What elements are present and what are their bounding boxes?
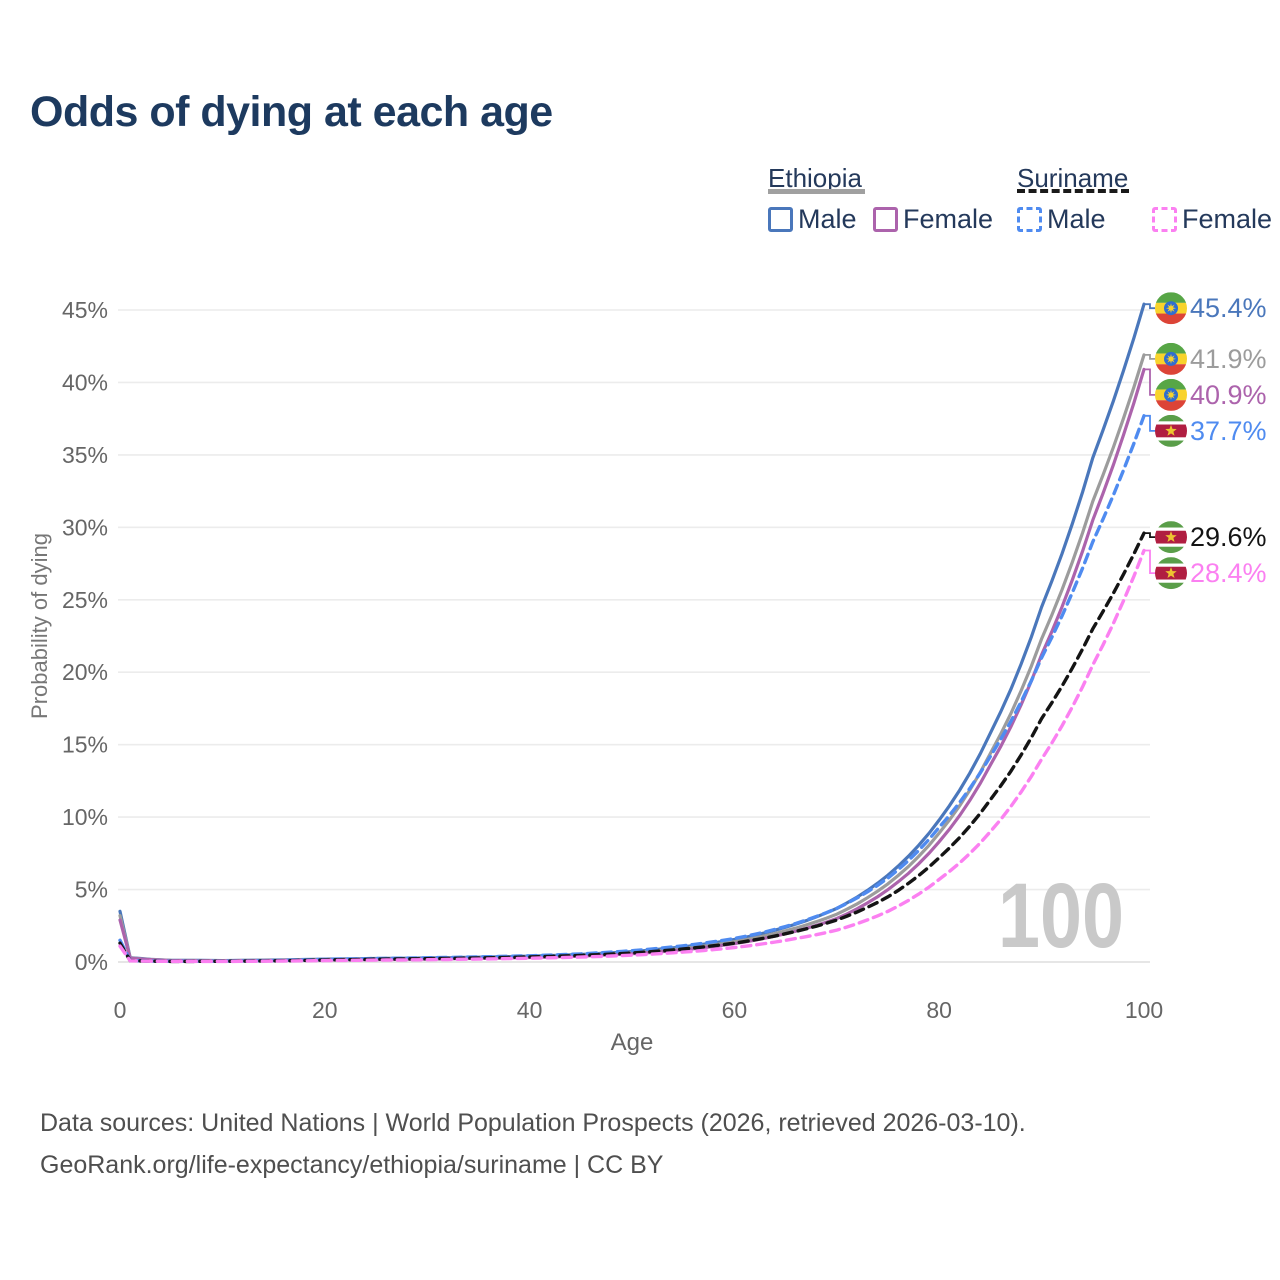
- end-label-suriname-female: 28.4%: [1190, 558, 1267, 588]
- suriname-line-style-underline: [1017, 189, 1129, 193]
- y-tick-label: 15%: [62, 732, 108, 758]
- x-tick-label: 60: [722, 997, 748, 1023]
- series-curve-suriname-male: [118, 414, 1146, 964]
- data-sources: Data sources: United Nations | World Pop…: [40, 1102, 1026, 1186]
- suriname-flag-icon: [1155, 414, 1187, 447]
- ethiopia-male-swatch-icon: [768, 207, 793, 232]
- ethiopia-flag-icon: [1155, 292, 1187, 325]
- y-tick-label: 20%: [62, 659, 108, 685]
- y-tick-label: 10%: [62, 804, 108, 830]
- series-curve-suriname-combined: [118, 531, 1146, 964]
- y-tick-label: 5%: [75, 877, 108, 903]
- series-curve-suriname-female: [118, 548, 1146, 964]
- ethiopia-flag-icon: [1155, 378, 1187, 411]
- y-tick-label: 0%: [75, 949, 108, 975]
- y-tick-label: 35%: [62, 442, 108, 468]
- x-tick-label: 100: [1125, 997, 1163, 1023]
- x-tick-label: 0: [114, 997, 127, 1023]
- suriname-flag-icon: [1155, 521, 1187, 554]
- legend-item-ethiopia-female[interactable]: Female: [873, 204, 993, 235]
- legend-item-ethiopia-male[interactable]: Male: [768, 204, 857, 235]
- x-tick-label: 20: [312, 997, 338, 1023]
- ethiopia-line-style-underline: [768, 189, 865, 194]
- legend-country-ethiopia: Ethiopia: [768, 163, 862, 193]
- suriname-female-swatch-icon: [1152, 207, 1177, 232]
- end-label-suriname-combined: 29.6%: [1190, 522, 1267, 552]
- legend-label: Male: [798, 204, 857, 234]
- end-label-connector: [1144, 368, 1155, 396]
- age-counter-watermark: 100: [998, 865, 1124, 967]
- legend-item-suriname-male[interactable]: Male: [1017, 204, 1106, 235]
- x-tick-label: 80: [926, 997, 952, 1023]
- end-label-ethiopia-combined: 41.9%: [1190, 344, 1267, 374]
- data-sources-line1: Data sources: United Nations | World Pop…: [40, 1109, 1026, 1137]
- legend-label: Female: [1182, 204, 1273, 234]
- x-axis-title: Age: [611, 1029, 654, 1056]
- suriname-male-swatch-icon: [1017, 207, 1042, 232]
- end-label-connector: [1144, 354, 1155, 360]
- y-tick-label: 25%: [62, 587, 108, 613]
- ethiopia-female-swatch-icon: [873, 207, 898, 232]
- data-sources-line2: GeoRank.org/life-expectancy/ethiopia/sur…: [40, 1151, 664, 1179]
- legend-country-suriname: Suriname: [1017, 163, 1129, 193]
- y-tick-label: 30%: [62, 514, 108, 540]
- legend-label: Female: [903, 204, 994, 234]
- end-label-ethiopia-female: 40.9%: [1190, 380, 1267, 410]
- series-curve-ethiopia-combined: [118, 353, 1146, 963]
- end-label-suriname-male: 37.7%: [1190, 416, 1267, 446]
- ethiopia-flag-icon: [1155, 342, 1187, 375]
- legend-label: Male: [1047, 204, 1106, 234]
- x-tick-label: 40: [517, 997, 543, 1023]
- suriname-flag-icon: [1155, 557, 1187, 590]
- end-label-connector: [1144, 303, 1155, 310]
- end-label-connector: [1144, 414, 1155, 432]
- legend-item-suriname-female[interactable]: Female: [1152, 204, 1272, 235]
- end-label-connector: [1144, 549, 1155, 574]
- y-tick-label: 40%: [62, 369, 108, 395]
- y-tick-label: 45%: [62, 297, 108, 323]
- page-title: Odds of dying at each age: [30, 88, 553, 136]
- end-label-ethiopia-male: 45.4%: [1190, 293, 1267, 323]
- end-label-connector: [1144, 532, 1155, 538]
- series-curve-ethiopia-female: [118, 367, 1146, 963]
- series-curve-ethiopia-male: [118, 302, 1146, 963]
- y-axis-title: Probability of dying: [27, 533, 52, 719]
